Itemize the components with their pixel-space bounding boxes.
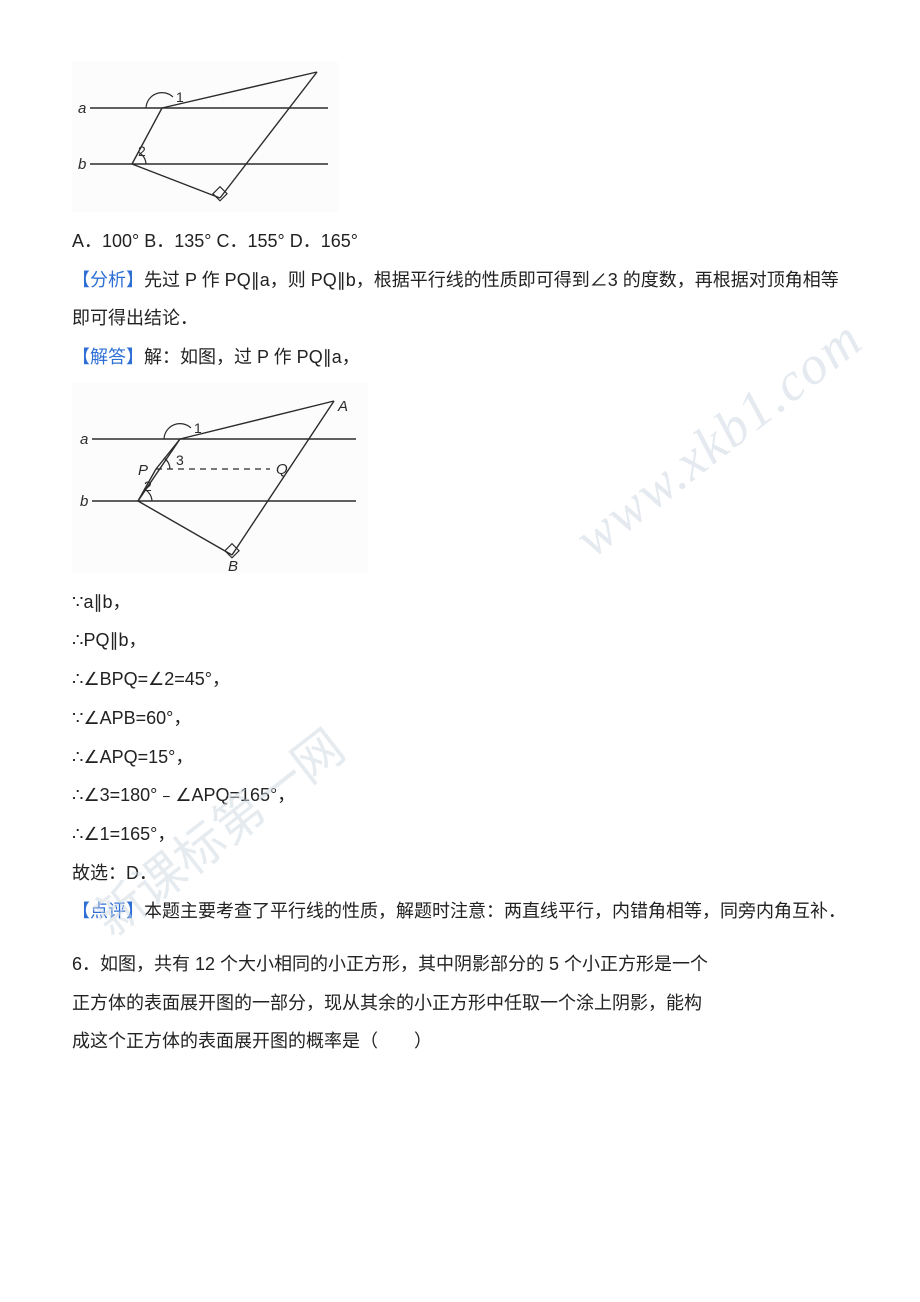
solution-lead: 解：如图，过 P 作 PQ∥a， bbox=[144, 347, 360, 367]
figure-2: a b P Q A B 1 2 3 bbox=[72, 383, 368, 573]
svg-text:1: 1 bbox=[194, 420, 202, 436]
solution-step: ∴∠1=165°， bbox=[72, 815, 848, 854]
analysis-tag: 【分析】 bbox=[72, 270, 144, 290]
solution-step: ∵a∥b， bbox=[72, 583, 848, 622]
svg-text:P: P bbox=[138, 462, 148, 479]
answer-choices: A．100° B．135° C．155° D．165° bbox=[72, 222, 848, 261]
solution-tag: 【解答】 bbox=[72, 347, 144, 367]
solution-step: ∴∠APQ=15°， bbox=[72, 738, 848, 777]
analysis-line: 【分析】先过 P 作 PQ∥a，则 PQ∥b，根据平行线的性质即可得到∠3 的度… bbox=[72, 261, 848, 338]
comment-text: 本题主要考查了平行线的性质，解题时注意：两直线平行，内错角相等，同旁内角互补． bbox=[144, 901, 846, 921]
svg-text:B: B bbox=[228, 558, 238, 573]
svg-text:1: 1 bbox=[176, 89, 184, 105]
comment-tag: 【点评】 bbox=[72, 901, 144, 921]
solution-step: ∴∠3=180°﹣∠APQ=165°， bbox=[72, 776, 848, 815]
question-6-line-1: 6．如图，共有 12 个大小相同的小正方形，其中阴影部分的 5 个小正方形是一个 bbox=[72, 945, 848, 984]
svg-text:Q: Q bbox=[276, 461, 288, 478]
solution-lead-line: 【解答】解：如图，过 P 作 PQ∥a， bbox=[72, 338, 848, 377]
svg-text:A: A bbox=[337, 398, 348, 415]
solution-step: 故选：D． bbox=[72, 854, 848, 893]
question-6-line-3: 成这个正方体的表面展开图的概率是（ ） bbox=[72, 1022, 848, 1061]
question-6-line-2: 正方体的表面展开图的一部分，现从其余的小正方形中任取一个涂上阴影，能构 bbox=[72, 984, 848, 1023]
svg-text:2: 2 bbox=[138, 143, 146, 159]
comment-line: 【点评】本题主要考查了平行线的性质，解题时注意：两直线平行，内错角相等，同旁内角… bbox=[72, 892, 848, 931]
analysis-text: 先过 P 作 PQ∥a，则 PQ∥b，根据平行线的性质即可得到∠3 的度数，再根… bbox=[72, 270, 839, 329]
solution-step: ∴∠BPQ=∠2=45°， bbox=[72, 660, 848, 699]
solution-step: ∴PQ∥b， bbox=[72, 621, 848, 660]
svg-text:b: b bbox=[78, 156, 86, 173]
svg-text:a: a bbox=[80, 431, 88, 448]
svg-text:a: a bbox=[78, 100, 86, 117]
svg-text:2: 2 bbox=[144, 478, 152, 494]
solution-step: ∵∠APB=60°， bbox=[72, 699, 848, 738]
svg-text:b: b bbox=[80, 493, 88, 510]
figure-1: a b 1 2 bbox=[72, 62, 338, 212]
svg-text:3: 3 bbox=[176, 452, 184, 468]
